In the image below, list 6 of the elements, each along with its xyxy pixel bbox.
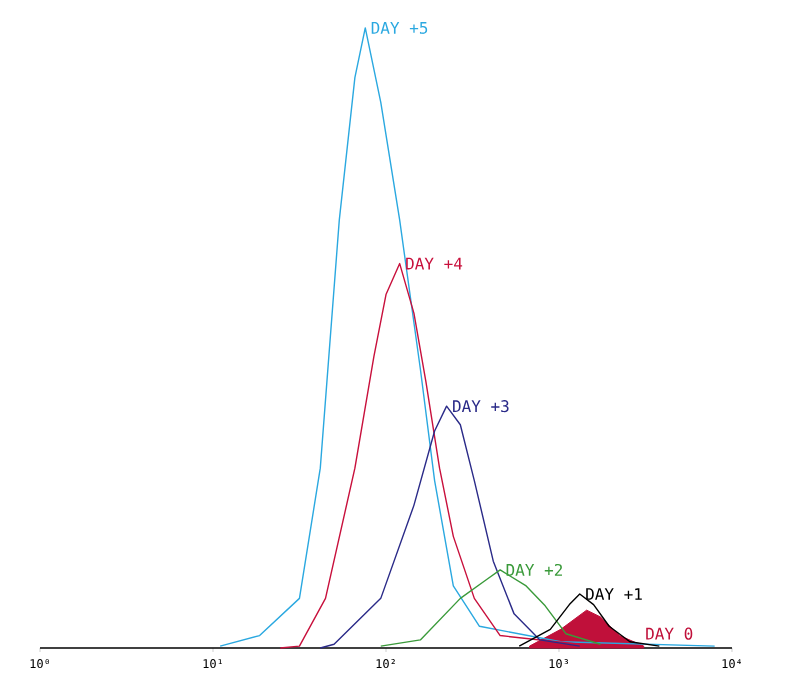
series-label: DAY +3: [453, 400, 509, 413]
series-label: DAY +4: [406, 257, 463, 270]
series-label: DAY +1: [586, 588, 642, 600]
series-label: DAY 0: [646, 627, 693, 640]
series-label: DAY +5: [371, 22, 428, 34]
series-label: DAY +2: [506, 563, 562, 576]
